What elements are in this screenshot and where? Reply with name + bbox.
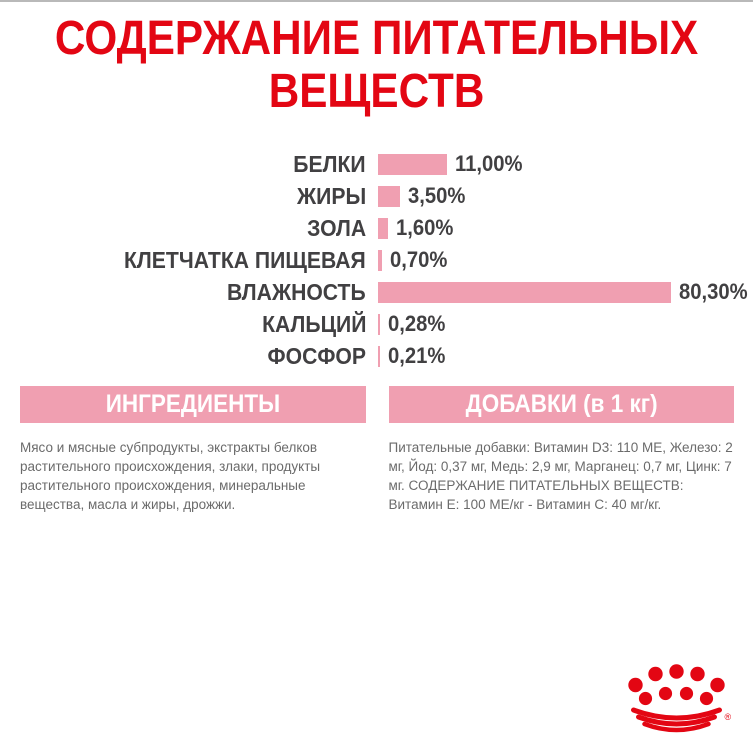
chart-bar-value: 0,70% (390, 247, 448, 272)
chart-bar-value: 11,00% (455, 151, 523, 176)
chart-row-label: ВЛАЖНОСТЬ (227, 278, 366, 305)
chart-bar (378, 185, 400, 207)
chart-row: КАЛЬЦИЙ 0,28% (0, 308, 753, 340)
royal-canin-crown-icon: ® (628, 664, 741, 734)
chart-row-label: БЕЛКИ (293, 150, 366, 177)
nutrient-bar-chart: БЕЛКИ 11,00% ЖИРЫ 3,50% ЗОЛА 1,60% КЛЕТЧАТКА П… (0, 148, 753, 372)
chart-bar (378, 249, 383, 271)
additives-section: ДОБАВКИ (в 1 кг) Питательные добавки: Ви… (388, 386, 734, 514)
page-title: СОДЕРЖАНИЕ ПИТАТЕЛЬНЫХ ВЕЩЕСТВ (0, 12, 753, 118)
ingredients-text: Мясо и мясные субпродукты, экстракты бел… (20, 440, 321, 512)
registered-mark: ® (725, 712, 732, 722)
additives-text: Питательные добавки: Витамин D3: 110 МЕ,… (388, 440, 733, 512)
chart-row-label: КЛЕТЧАТКА ПИЩЕВАЯ (124, 246, 366, 273)
chart-bar (378, 281, 671, 303)
chart-row: КЛЕТЧАТКА ПИЩЕВАЯ 0,70% (0, 244, 753, 276)
top-edge-divider (0, 0, 753, 2)
chart-row-label: ЖИРЫ (296, 182, 366, 209)
chart-bar-value: 0,21% (388, 343, 446, 368)
chart-row-label: ФОСФОР (267, 342, 366, 369)
chart-bar-value: 0,28% (388, 311, 446, 336)
chart-row-label: КАЛЬЦИЙ (261, 310, 366, 337)
chart-bar-value: 3,50% (407, 183, 466, 208)
page-title-line2: ВЕЩЕСТВ (268, 65, 485, 118)
info-columns: ИНГРЕДИЕНТЫ Мясо и мясные субпродукты, э… (20, 386, 734, 514)
chart-bar (378, 153, 447, 175)
chart-bar-value: 80,30% (679, 279, 748, 304)
chart-bar (378, 313, 380, 335)
chart-row: ЖИРЫ 3,50% (0, 180, 753, 212)
chart-row: ЗОЛА 1,60% (0, 212, 753, 244)
chart-bar (378, 345, 380, 367)
chart-row: ФОСФОР 0,21% (0, 340, 753, 372)
ingredients-section: ИНГРЕДИЕНТЫ Мясо и мясные субпродукты, э… (20, 386, 366, 514)
chart-row: ВЛАЖНОСТЬ 80,30% (0, 276, 753, 308)
additives-header: ДОБАВКИ (в 1 кг) (388, 386, 734, 423)
chart-row: БЕЛКИ 11,00% (0, 148, 753, 180)
page-title-line1: СОДЕРЖАНИЕ ПИТАТЕЛЬНЫХ (54, 12, 699, 65)
chart-bar (378, 217, 388, 239)
chart-row-label: ЗОЛА (306, 214, 366, 241)
chart-bar-value: 1,60% (396, 215, 454, 240)
ingredients-header: ИНГРЕДИЕНТЫ (20, 386, 366, 423)
